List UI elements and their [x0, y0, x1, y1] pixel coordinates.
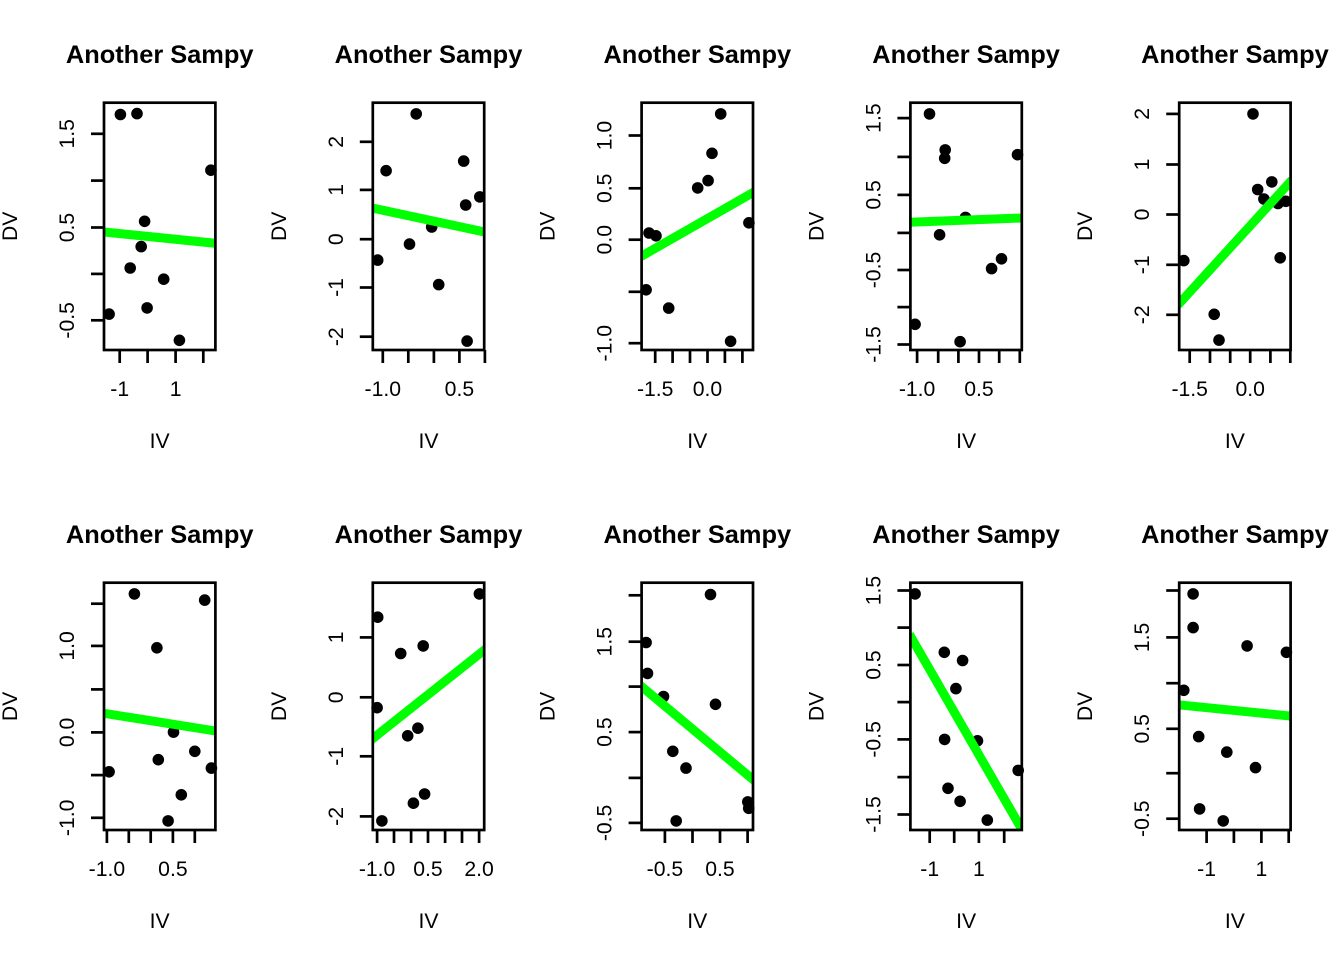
svg-text:-2: -2	[325, 327, 348, 346]
svg-text:0.5: 0.5	[413, 858, 442, 881]
svg-text:-0.5: -0.5	[1131, 800, 1154, 837]
svg-text:-1.0: -1.0	[89, 858, 126, 881]
svg-text:-1.5: -1.5	[1171, 378, 1208, 401]
svg-text:-1: -1	[1197, 858, 1216, 881]
svg-text:-2: -2	[325, 807, 348, 826]
svg-text:0: 0	[325, 233, 348, 245]
svg-text:1.5: 1.5	[862, 103, 885, 132]
svg-text:DV: DV	[537, 691, 560, 721]
svg-text:Another Sampy: Another Sampy	[603, 41, 791, 69]
svg-text:1: 1	[1131, 159, 1154, 171]
svg-text:-1.0: -1.0	[56, 800, 79, 837]
svg-text:Another Sampy: Another Sampy	[335, 521, 523, 549]
svg-text:-0.5: -0.5	[594, 805, 617, 842]
svg-text:0.5: 0.5	[964, 378, 993, 401]
svg-text:0.5: 0.5	[1131, 714, 1154, 743]
svg-text:1.5: 1.5	[1131, 623, 1154, 652]
svg-text:Another Sampy: Another Sampy	[603, 521, 791, 549]
svg-text:DV: DV	[0, 211, 22, 241]
svg-text:1.5: 1.5	[594, 627, 617, 656]
svg-text:1.0: 1.0	[594, 121, 617, 150]
svg-text:Another Sampy: Another Sampy	[66, 41, 254, 69]
svg-text:DV: DV	[537, 211, 560, 241]
svg-text:IV: IV	[956, 430, 977, 453]
svg-text:0: 0	[1131, 209, 1154, 221]
svg-text:Another Sampy: Another Sampy	[872, 521, 1060, 549]
svg-text:DV: DV	[1074, 211, 1097, 241]
svg-text:IV: IV	[687, 910, 708, 933]
svg-text:-0.5: -0.5	[647, 858, 684, 881]
svg-text:2: 2	[325, 136, 348, 148]
svg-text:0.5: 0.5	[445, 378, 474, 401]
svg-text:DV: DV	[268, 691, 291, 721]
svg-text:0.5: 0.5	[158, 858, 187, 881]
svg-text:-0.5: -0.5	[862, 252, 885, 289]
svg-text:1.5: 1.5	[56, 119, 79, 148]
svg-text:DV: DV	[1074, 691, 1097, 721]
svg-text:0.0: 0.0	[1235, 378, 1264, 401]
svg-text:-1.5: -1.5	[862, 796, 885, 833]
svg-text:-2: -2	[1131, 305, 1154, 324]
svg-text:0.5: 0.5	[594, 717, 617, 746]
svg-text:2: 2	[1131, 108, 1154, 120]
svg-text:Another Sampy: Another Sampy	[1141, 521, 1329, 549]
svg-text:-1: -1	[325, 747, 348, 766]
svg-text:IV: IV	[1225, 910, 1246, 933]
svg-text:0.0: 0.0	[56, 718, 79, 747]
svg-text:-1: -1	[920, 858, 939, 881]
svg-text:1: 1	[325, 632, 348, 644]
svg-text:-1: -1	[325, 278, 348, 297]
svg-text:Another Sampy: Another Sampy	[1141, 41, 1329, 69]
svg-text:IV: IV	[687, 430, 708, 453]
svg-text:1.0: 1.0	[56, 631, 79, 660]
svg-text:-1.0: -1.0	[899, 378, 936, 401]
svg-text:1: 1	[1256, 858, 1268, 881]
svg-text:0.5: 0.5	[862, 180, 885, 209]
svg-text:IV: IV	[418, 910, 439, 933]
svg-text:-1: -1	[1131, 255, 1154, 274]
svg-text:-1.5: -1.5	[637, 378, 674, 401]
svg-text:1.5: 1.5	[862, 576, 885, 605]
svg-text:-1.5: -1.5	[862, 326, 885, 363]
svg-text:2.0: 2.0	[464, 858, 493, 881]
svg-text:IV: IV	[150, 910, 171, 933]
svg-text:IV: IV	[956, 910, 977, 933]
svg-text:Another Sampy: Another Sampy	[66, 521, 254, 549]
svg-text:DV: DV	[805, 691, 828, 721]
svg-text:-0.5: -0.5	[56, 302, 79, 339]
svg-text:1: 1	[170, 378, 182, 401]
svg-text:-0.5: -0.5	[862, 721, 885, 758]
svg-text:0.0: 0.0	[594, 225, 617, 254]
svg-text:1: 1	[325, 184, 348, 196]
svg-text:IV: IV	[1225, 430, 1246, 453]
svg-text:-1.0: -1.0	[359, 858, 396, 881]
svg-text:1: 1	[973, 858, 985, 881]
svg-text:-1: -1	[110, 378, 129, 401]
svg-text:DV: DV	[805, 211, 828, 241]
svg-text:IV: IV	[418, 430, 439, 453]
svg-text:0.5: 0.5	[705, 858, 734, 881]
svg-text:DV: DV	[268, 211, 291, 241]
svg-text:Another Sampy: Another Sampy	[872, 41, 1060, 69]
svg-text:DV: DV	[0, 691, 22, 721]
svg-text:0: 0	[325, 691, 348, 703]
svg-text:0.5: 0.5	[594, 174, 617, 203]
svg-text:0.5: 0.5	[56, 213, 79, 242]
svg-text:Another Sampy: Another Sampy	[335, 41, 523, 69]
svg-text:IV: IV	[150, 430, 171, 453]
svg-text:-1.0: -1.0	[365, 378, 402, 401]
svg-text:0.0: 0.0	[693, 378, 722, 401]
svg-text:-1.0: -1.0	[594, 325, 617, 362]
svg-text:0.5: 0.5	[862, 650, 885, 679]
